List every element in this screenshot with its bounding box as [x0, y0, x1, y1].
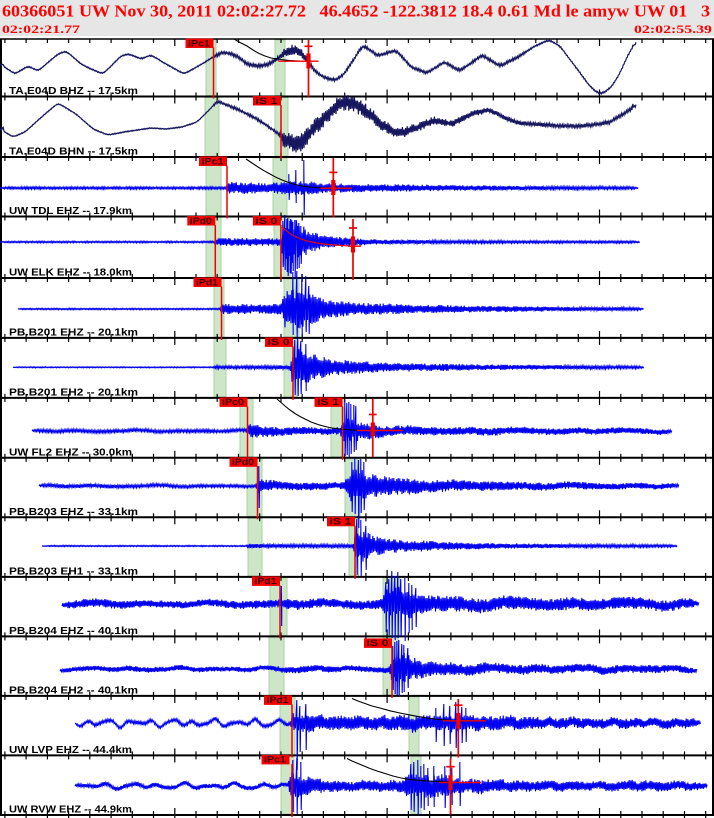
svg-text:iS 0: iS 0	[268, 337, 290, 347]
svg-text:PB.B204 EHZ -- 40.1km: PB.B204 EHZ -- 40.1km	[9, 625, 138, 637]
svg-text:iPc1: iPc1	[202, 156, 224, 166]
svg-text:UW LVP EHZ -- 44.4km: UW LVP EHZ -- 44.4km	[9, 744, 132, 756]
svg-text:iPd1: iPd1	[196, 277, 218, 287]
svg-text:iPd1: iPd1	[267, 695, 289, 705]
svg-text:PB.B204 EH2 -- 40.1km: PB.B204 EH2 -- 40.1km	[9, 684, 138, 696]
svg-text:iPd0: iPd0	[232, 457, 254, 467]
svg-text:PB.B203 EH1 -- 33.1km: PB.B203 EH1 -- 33.1km	[9, 565, 138, 577]
svg-text:iS 0: iS 0	[255, 216, 277, 226]
svg-text:PB.B201 EH2 -- 20.1km: PB.B201 EH2 -- 20.1km	[9, 386, 138, 398]
svg-text:UW ELK EHZ -- 18.0km: UW ELK EHZ -- 18.0km	[9, 267, 132, 279]
svg-text:TA.E04D BHN -- 17.5km: TA.E04D BHN -- 17.5km	[9, 146, 138, 158]
svg-text:UW TDL EHZ -- 17.9km: UW TDL EHZ -- 17.9km	[9, 205, 132, 217]
svg-text:iPc1: iPc1	[188, 38, 210, 48]
svg-text:iPd1: iPd1	[255, 576, 277, 586]
svg-text:iS 1: iS 1	[330, 517, 352, 527]
svg-text:UW FL2 EHZ -- 30.0km: UW FL2 EHZ -- 30.0km	[9, 446, 132, 458]
svg-text:60366051 UW Nov 30, 2011 02:02: 60366051 UW Nov 30, 2011 02:02:27.72 46.…	[2, 2, 710, 21]
svg-text:iS 1: iS 1	[256, 96, 278, 106]
svg-text:iPd0: iPd0	[190, 216, 212, 226]
svg-text:02:02:21.77: 02:02:21.77	[2, 24, 80, 36]
svg-text:UW RVW EHZ -- 44.9km: UW RVW EHZ -- 44.9km	[9, 804, 132, 816]
svg-text:02:02:55.39: 02:02:55.39	[634, 24, 712, 36]
svg-text:PB.B201 EHZ -- 20.1km: PB.B201 EHZ -- 20.1km	[9, 326, 138, 338]
svg-text:iS 0: iS 0	[367, 638, 389, 648]
svg-text:TA.E04D BHZ -- 17.5km: TA.E04D BHZ -- 17.5km	[9, 85, 138, 97]
svg-text:iPc0: iPc0	[222, 397, 244, 407]
svg-text:iPc1: iPc1	[264, 755, 286, 765]
svg-text:PB.B203 EHZ -- 33.1km: PB.B203 EHZ -- 33.1km	[9, 506, 138, 518]
svg-text:iS 1: iS 1	[317, 397, 339, 407]
